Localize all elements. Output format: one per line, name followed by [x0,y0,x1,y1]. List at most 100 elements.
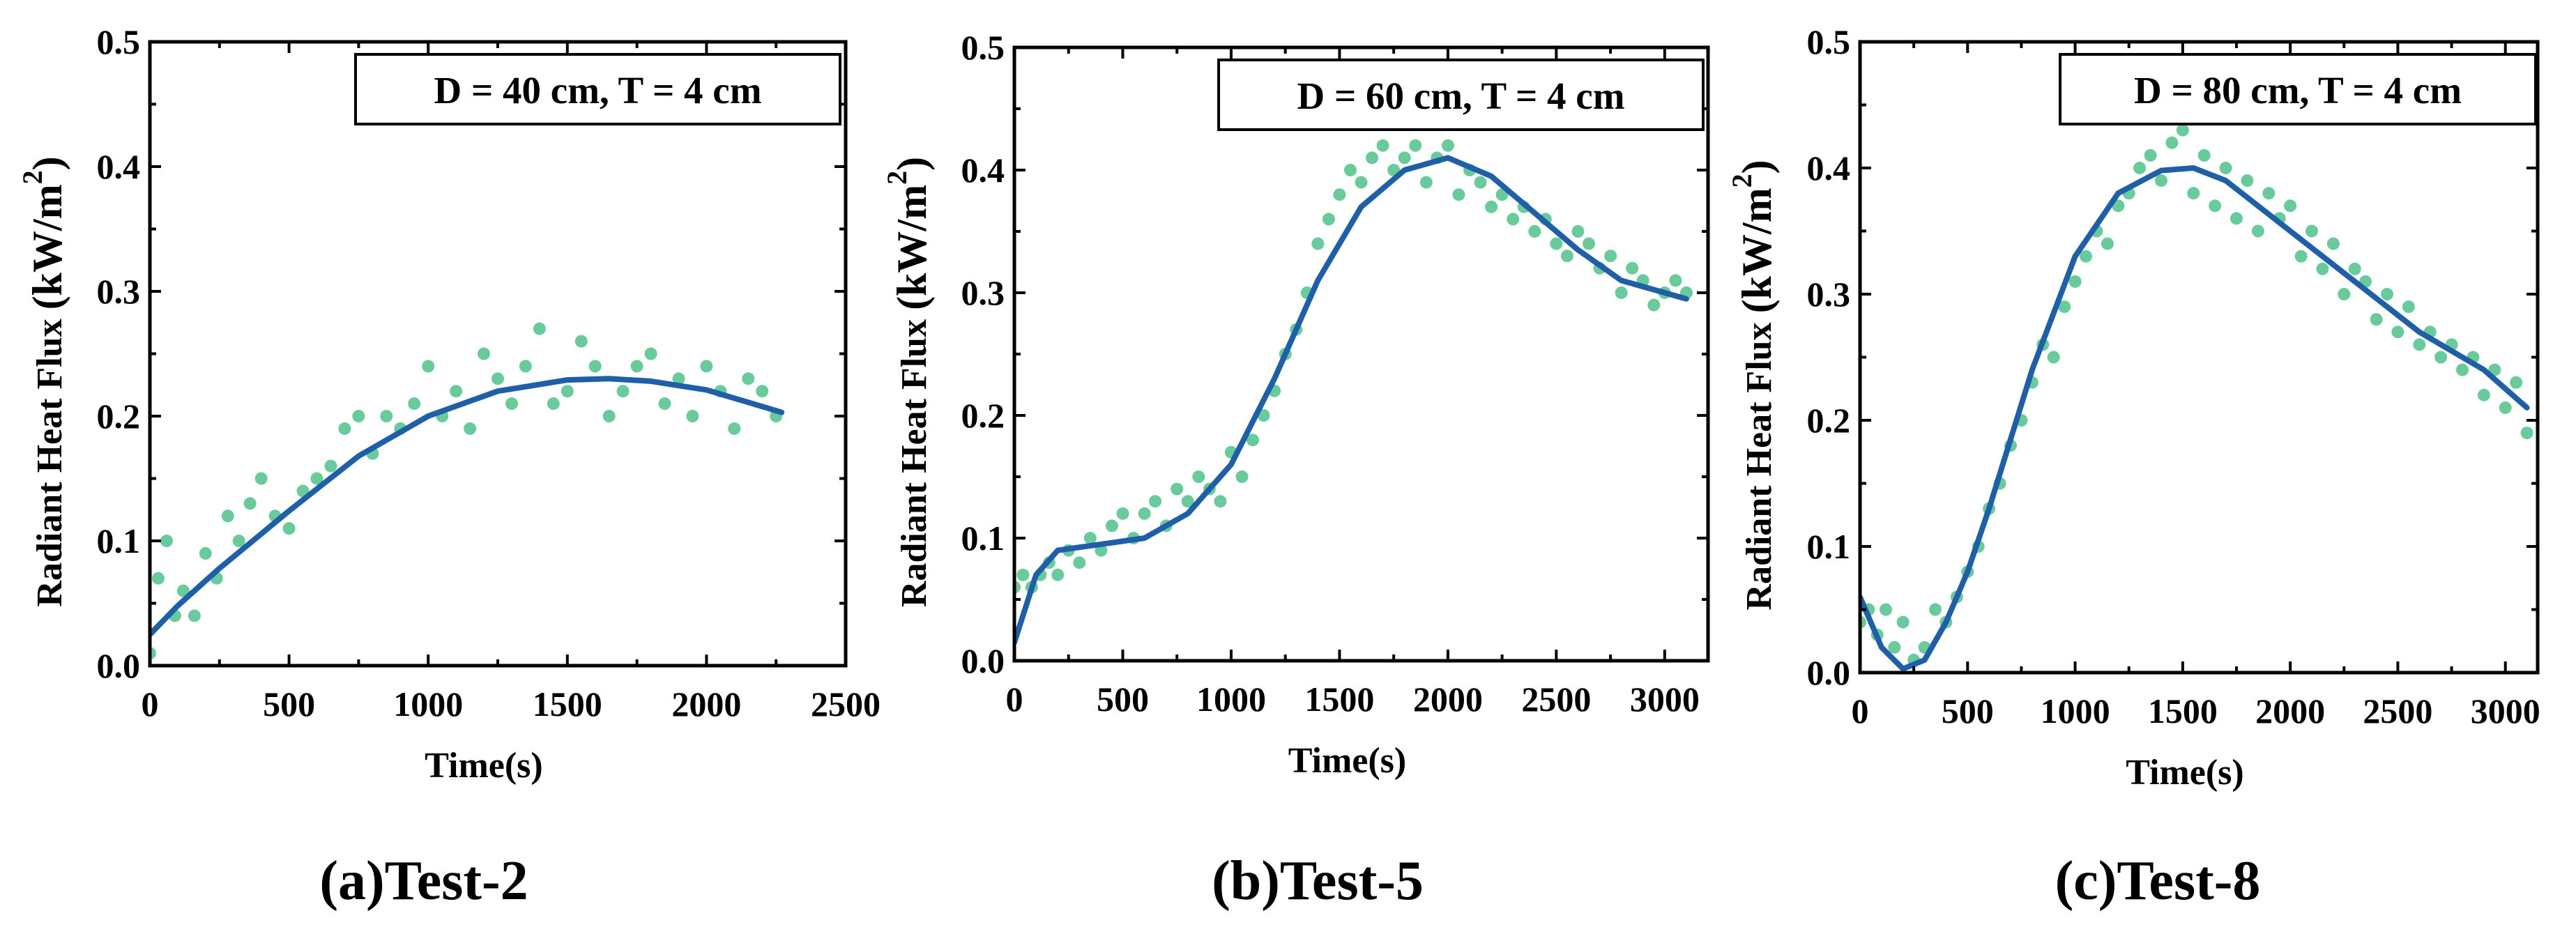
x-tick-label: 2500 [2363,691,2432,730]
y-axis-unit: (kW/m [1734,187,1780,313]
data-point [352,410,365,422]
y-tick-label: 0.5 [97,22,141,61]
x-tick-label: 2500 [811,684,881,724]
data-point [1485,200,1498,213]
data-point [1550,237,1563,250]
panel-caption: (c)Test-8 [2055,850,2261,912]
data-point [199,546,212,560]
data-point [2294,250,2308,263]
legend-box [1217,59,1705,131]
data-point [464,422,477,435]
data-point [1615,286,1628,299]
x-tick-label: 3000 [1630,680,1700,719]
data-point [519,360,532,373]
data-point [2306,224,2318,238]
data-point [1138,507,1151,520]
data-point [1214,495,1227,508]
x-tick-label: 500 [1097,680,1149,719]
legend-label: D = 80 cm, T = 4 cm [2134,69,2462,112]
y-axis-title-gap [1739,313,1779,322]
data-point [561,385,574,398]
data-point [700,360,713,373]
data-point [408,397,421,411]
data-point [1583,237,1595,250]
y-axis-title-text: Radiant Heat Flux [30,319,70,606]
data-point [188,609,201,622]
data-point [243,497,257,510]
data-point [672,372,685,385]
data-point [1888,641,1901,654]
data-point [1105,519,1118,533]
x-tick-label: 0 [1006,680,1023,719]
data-point [1051,568,1065,581]
x-axis-title: Time(s) [425,746,542,786]
data-point [1311,237,1325,250]
data-point [2338,288,2351,300]
data-point [616,385,630,398]
data-point [2510,376,2523,389]
y-axis-unit-superscript: 2 [1726,174,1758,187]
y-tick-label: 0.1 [961,519,1005,558]
data-point [2251,224,2264,238]
fit-line [1860,165,2530,672]
data-point [232,535,245,547]
data-point [1116,507,1129,520]
y-tick-label: 0.5 [1807,22,1851,61]
data-point [2391,326,2404,339]
data-point [2520,427,2533,440]
data-point [2262,187,2276,200]
data-point [1247,434,1259,447]
data-point [2155,174,2167,187]
x-tick-label: 500 [263,684,315,724]
x-tick-label: 1000 [393,684,463,724]
data-point [2176,123,2189,137]
data-point [1880,603,1892,616]
data-point [2230,212,2243,225]
data-point [1409,139,1422,152]
legend-box [2059,53,2537,125]
y-tick-label: 0.0 [1807,653,1851,692]
data-point [644,347,657,360]
data-point [152,572,165,585]
data-point [1441,139,1454,152]
x-tick-label: 2000 [671,684,741,724]
plot-frame [148,40,848,668]
data-point [1896,615,1910,629]
data-point [1083,532,1097,544]
data-point [478,347,490,360]
x-tick-label: 0 [142,684,159,724]
data-point [547,397,560,411]
data-point [1376,139,1389,152]
y-tick-label: 0.2 [97,397,141,436]
data-point [2187,187,2200,200]
data-point [2047,351,2060,364]
y-tick-label: 0.2 [961,396,1005,435]
y-tick-label: 0.3 [1807,275,1851,314]
y-axis-unit: (kW/m [24,184,70,309]
data-point [1669,274,1682,287]
y-axis-title-text: Radiant Heat Flux [894,319,934,607]
data-point [2219,162,2232,174]
data-point [1560,250,1573,263]
x-tick-label: 2000 [1413,680,1483,719]
y-tick-label: 0.0 [961,641,1005,680]
fit-line [1014,155,1689,645]
legend: D = 40 cm, T = 4 cm [354,53,841,125]
data-point [574,335,588,348]
data-point [380,410,393,422]
panel-caption: (b)Test-5 [1212,850,1424,912]
data-point [602,410,616,422]
y-axis-unit-close: ) [1734,160,1780,174]
data-point [1016,568,1030,581]
data-point [1322,213,1335,226]
data-point [2080,250,2092,263]
data-point [2316,262,2329,275]
y-tick-label: 0.2 [1807,401,1851,440]
x-tick-label: 1000 [2041,691,2110,730]
data-point [1171,482,1184,496]
y-tick-label: 0.4 [1807,148,1851,187]
data-point [1507,213,1520,226]
y-tick-label: 0.1 [97,521,141,560]
data-point [2101,237,2114,250]
x-axis-title: Time(s) [2126,753,2243,793]
